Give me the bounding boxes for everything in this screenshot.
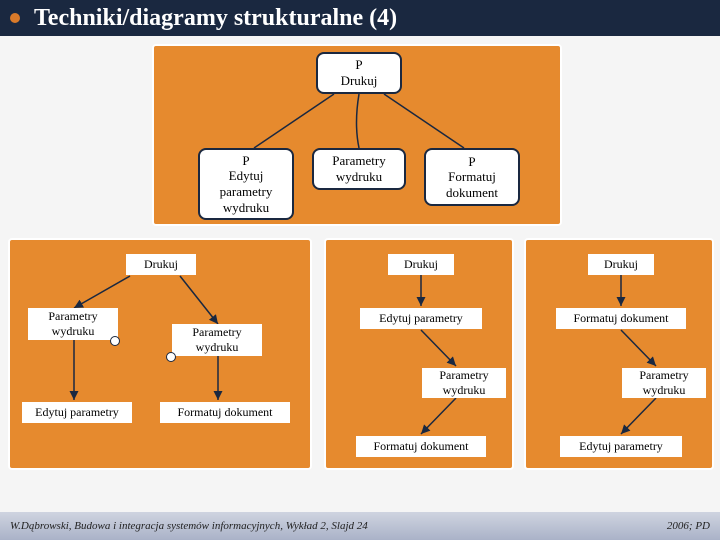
bl-n3: Edytuj parametry <box>22 402 132 423</box>
slide-footer: W.Dąbrowski, Budowa i integracja systemó… <box>0 512 720 540</box>
bm-head: Drukuj <box>388 254 454 275</box>
br-head: Drukuj <box>588 254 654 275</box>
panel-bottom-right: Drukuj Formatuj dokument Parametry wydru… <box>524 238 714 470</box>
circle-icon <box>110 336 120 346</box>
br-n3: Edytuj parametry <box>560 436 682 457</box>
panel-bottom-middle: Drukuj Edytuj parametry Parametry wydruk… <box>324 238 514 470</box>
panel-top: P Drukuj P Edytuj parametry wydruku Para… <box>152 44 562 226</box>
node-mid: Parametry wydruku <box>312 148 406 190</box>
node-right: P Formatuj dokument <box>424 148 520 206</box>
br-n2: Parametry wydruku <box>622 368 706 398</box>
node-root: P Drukuj <box>316 52 402 94</box>
circle-icon <box>166 352 176 362</box>
footer-left: W.Dąbrowski, Budowa i integracja systemó… <box>10 520 368 532</box>
bl-n4: Formatuj dokument <box>160 402 290 423</box>
bullet-icon <box>10 13 20 23</box>
bm-n3: Formatuj dokument <box>356 436 486 457</box>
panel-bottom-left: Drukuj Parametry wydruku Parametry wydru… <box>8 238 312 470</box>
bm-n1: Edytuj parametry <box>360 308 482 329</box>
bm-n2: Parametry wydruku <box>422 368 506 398</box>
node-left: P Edytuj parametry wydruku <box>198 148 294 220</box>
bl-head: Drukuj <box>126 254 196 275</box>
footer-right: 2006; PD <box>667 520 710 532</box>
node-root-l1: P <box>322 57 396 73</box>
br-n1: Formatuj dokument <box>556 308 686 329</box>
bl-n1: Parametry wydruku <box>28 308 118 340</box>
bl-n2: Parametry wydruku <box>172 324 262 356</box>
slide-header: Techniki/diagramy strukturalne (4) <box>0 0 720 36</box>
node-root-l2: Drukuj <box>322 73 396 89</box>
slide-title: Techniki/diagramy strukturalne (4) <box>34 5 397 32</box>
